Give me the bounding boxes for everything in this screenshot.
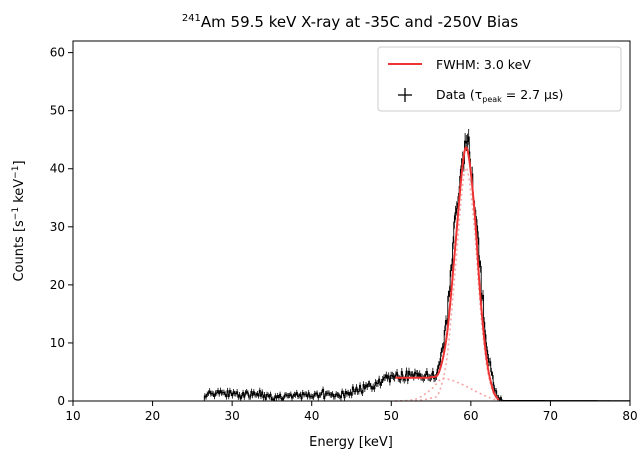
y-axis-label: Counts [s−1 keV−1]	[11, 160, 27, 281]
y-axis: 0 10 20 30 40 50 60	[50, 46, 73, 408]
legend-data-label-post: = 2.7 μs)	[502, 87, 564, 102]
data-series	[73, 136, 631, 402]
y-tick-label-30: 30	[50, 220, 65, 234]
x-tick-label-50: 50	[384, 409, 399, 423]
plot-area	[73, 129, 631, 402]
x-tick-label-70: 70	[543, 409, 558, 423]
x-axis-label: Energy [keV]	[309, 435, 393, 450]
plot-frame	[72, 40, 631, 402]
y-axis-label-post: ]	[12, 160, 27, 165]
legend-data-label-pre: Data (τ	[436, 87, 482, 102]
y-tick-label-20: 20	[50, 278, 65, 292]
x-tick-label-30: 30	[225, 409, 240, 423]
legend-fit-label: FWHM: 3.0 keV	[436, 57, 531, 72]
y-axis-label-sup2: −1	[11, 166, 21, 179]
x-tick-label-60: 60	[463, 409, 478, 423]
peak-component-curve	[415, 167, 500, 402]
y-tick-label-50: 50	[50, 104, 65, 118]
chart-title-main: Am 59.5 keV X-ray at -35C and -250V Bias	[201, 13, 518, 31]
y-axis-label-sup1: −1	[11, 207, 21, 220]
y-axis-label-mid: keV	[12, 179, 27, 207]
legend-data-label: Data (τpeak = 2.7 μs)	[436, 87, 563, 104]
y-axis-label-pre: Counts [s	[12, 220, 27, 282]
x-tick-label-40: 40	[304, 409, 319, 423]
x-axis: 10 20 30 40 50 60 70 80	[65, 401, 637, 423]
fit-curve	[395, 146, 500, 401]
y-tick-label-0: 0	[57, 394, 65, 408]
legend-data-label-sub: peak	[482, 95, 502, 104]
chart-title-isotope: 241	[182, 13, 201, 24]
legend: FWHM: 3.0 keV Data (τpeak = 2.7 μs)	[377, 46, 622, 112]
y-tick-label-40: 40	[50, 162, 65, 176]
x-tick-label-20: 20	[145, 409, 160, 423]
series-layer	[73, 129, 631, 402]
legend-box	[377, 46, 622, 112]
legend-data-marker	[398, 88, 412, 102]
chart-title: 241Am 59.5 keV X-ray at -35C and -250V B…	[182, 13, 519, 31]
y-tick-label-10: 10	[50, 336, 65, 350]
y-tick-label-60: 60	[50, 46, 65, 60]
tail-component-curve	[395, 377, 499, 402]
x-tick-label-80: 80	[622, 409, 637, 423]
x-tick-label-10: 10	[65, 409, 80, 423]
